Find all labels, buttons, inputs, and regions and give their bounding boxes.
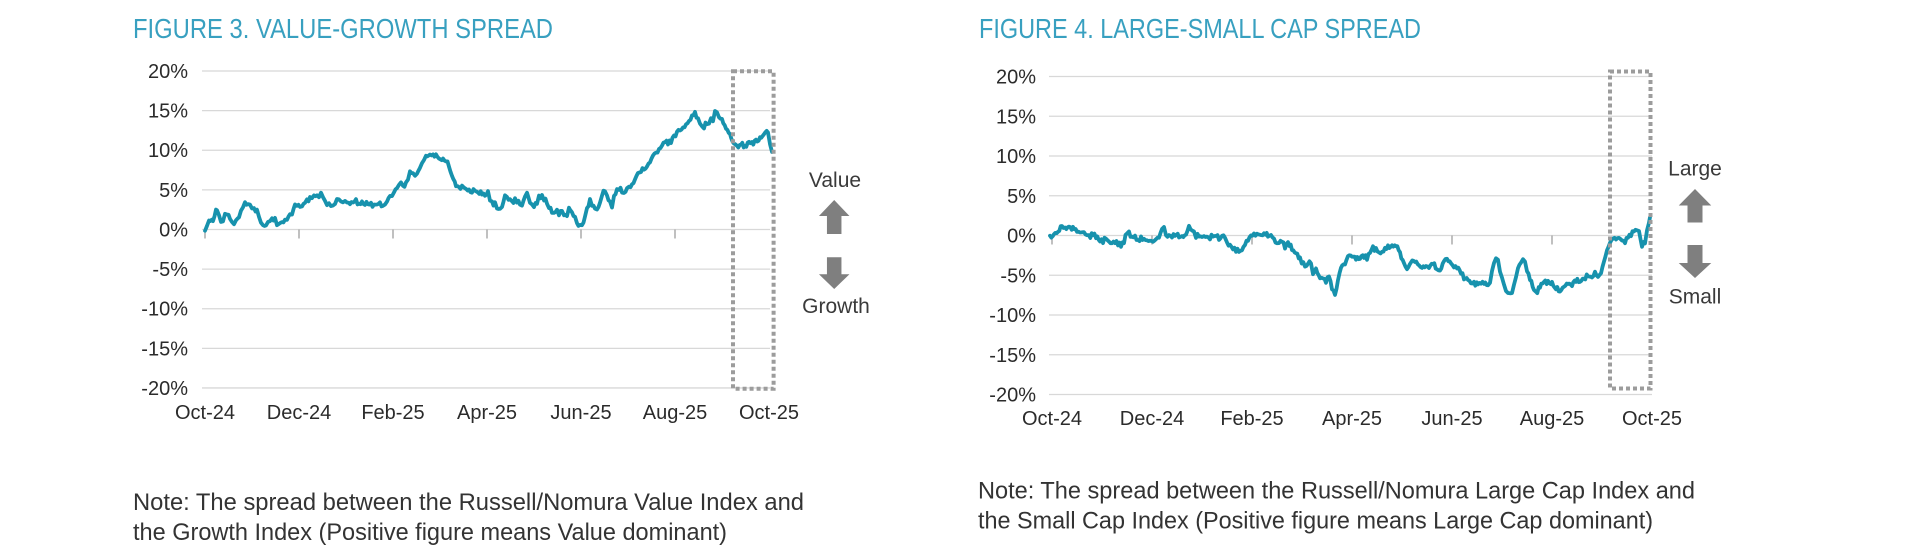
svg-text:15%: 15%	[996, 106, 1036, 128]
svg-text:-20%: -20%	[989, 385, 1036, 407]
svg-text:Small: Small	[1669, 286, 1722, 309]
svg-text:5%: 5%	[1007, 186, 1036, 208]
svg-text:Oct-24: Oct-24	[1022, 408, 1082, 430]
svg-text:20%: 20%	[996, 67, 1036, 89]
svg-text:Jun-25: Jun-25	[1421, 408, 1482, 430]
svg-text:Oct-25: Oct-25	[739, 402, 799, 424]
svg-text:the Growth Index (Positive fig: the Growth Index (Positive figure means …	[133, 519, 727, 546]
svg-text:10%: 10%	[996, 146, 1036, 168]
svg-text:Oct-25: Oct-25	[1622, 408, 1682, 430]
svg-text:Feb-25: Feb-25	[361, 402, 424, 424]
svg-text:Dec-24: Dec-24	[1120, 408, 1184, 430]
svg-text:Apr-25: Apr-25	[457, 402, 517, 424]
svg-text:Value: Value	[809, 169, 861, 192]
svg-text:Apr-25: Apr-25	[1322, 408, 1382, 430]
svg-text:-10%: -10%	[141, 299, 188, 321]
svg-text:Aug-25: Aug-25	[1520, 408, 1585, 430]
svg-text:Growth: Growth	[802, 295, 870, 318]
svg-text:-15%: -15%	[141, 338, 188, 360]
svg-text:-5%: -5%	[152, 259, 188, 281]
svg-text:0%: 0%	[159, 219, 188, 241]
svg-text:20%: 20%	[148, 61, 188, 83]
svg-text:the Small Cap Index (Positive: the Small Cap Index (Positive figure mea…	[978, 508, 1653, 535]
svg-text:FIGURE 4. LARGE-SMALL CAP SPRE: FIGURE 4. LARGE-SMALL CAP SPREAD	[979, 13, 1421, 44]
svg-text:-10%: -10%	[989, 305, 1036, 327]
svg-text:Note: The spread between the R: Note: The spread between the Russell/Nom…	[978, 478, 1695, 505]
svg-text:Dec-24: Dec-24	[267, 402, 331, 424]
svg-text:Aug-25: Aug-25	[643, 402, 708, 424]
svg-text:-15%: -15%	[989, 345, 1036, 367]
svg-text:5%: 5%	[159, 180, 188, 202]
svg-text:Oct-24: Oct-24	[175, 402, 235, 424]
svg-text:FIGURE 3. VALUE-GROWTH SPREAD: FIGURE 3. VALUE-GROWTH SPREAD	[133, 13, 553, 44]
svg-text:Jun-25: Jun-25	[550, 402, 611, 424]
svg-text:10%: 10%	[148, 140, 188, 162]
svg-text:Note: The spread between the R: Note: The spread between the Russell/Nom…	[133, 489, 804, 516]
svg-text:-20%: -20%	[141, 378, 188, 400]
svg-text:Large: Large	[1668, 158, 1722, 181]
svg-text:Feb-25: Feb-25	[1220, 408, 1283, 430]
svg-text:-5%: -5%	[1000, 265, 1036, 287]
svg-text:0%: 0%	[1007, 226, 1036, 248]
svg-text:15%: 15%	[148, 101, 188, 123]
